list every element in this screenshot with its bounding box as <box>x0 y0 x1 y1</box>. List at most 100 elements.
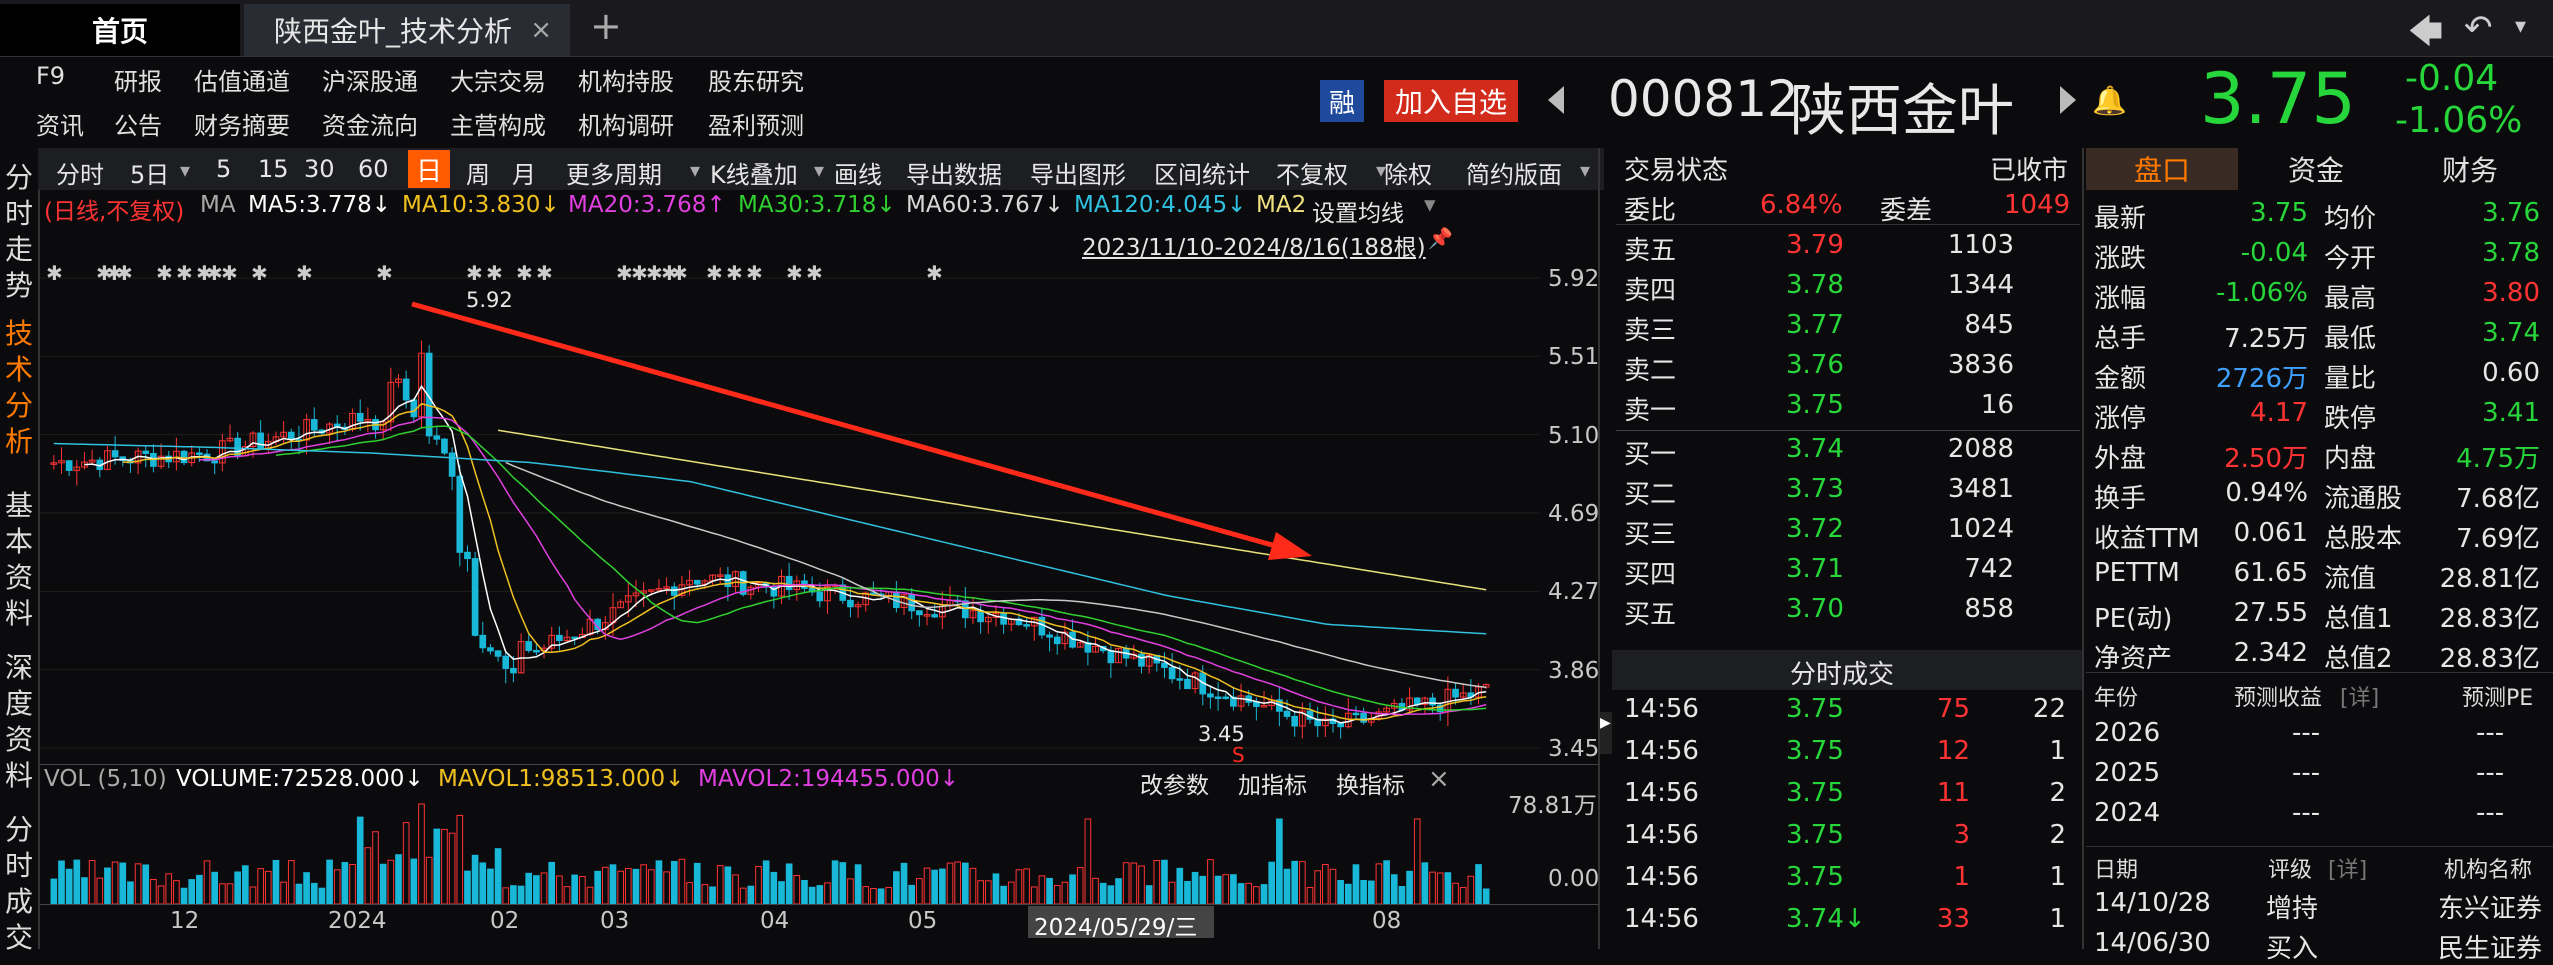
ob-level-label: 卖五 <box>1624 236 1677 266</box>
menu-item[interactable]: 机构持股 <box>578 68 674 96</box>
volume-bar <box>525 872 533 904</box>
add-indicator-button[interactable]: 加指标 <box>1238 773 1307 799</box>
volume-bar <box>211 871 219 904</box>
volume-bar <box>877 888 885 904</box>
metric-value: 3.75 <box>2250 198 2308 228</box>
chart-toolbar-item[interactable]: K线叠加 <box>710 161 798 189</box>
metric-value: 7.68亿 <box>2456 484 2540 514</box>
add-favorite-button[interactable]: 加入自选 <box>1384 80 1518 122</box>
tab-order-panel[interactable]: 盘口 <box>2086 148 2238 190</box>
chart-toolbar-item[interactable]: 60 <box>358 155 389 183</box>
tab-capital[interactable]: 资金 <box>2287 154 2344 187</box>
left-nav-technical[interactable]: 技术分析 <box>4 317 33 458</box>
trend-arrow-head <box>1268 532 1312 560</box>
tab-technical-analysis[interactable]: 陕西金叶_技术分析 × <box>244 4 570 56</box>
volume-bar <box>908 884 916 904</box>
left-nav-depth[interactable]: 深度资料 <box>4 651 33 792</box>
candle-body <box>73 466 81 471</box>
volume-bar <box>1406 870 1413 904</box>
volume-bar <box>165 873 173 904</box>
dropdown-arrow-icon[interactable]: ▾ <box>1580 158 1591 182</box>
x-axis-label: 12 <box>170 908 200 934</box>
tab-finance[interactable]: 财务 <box>2441 154 2498 187</box>
dropdown-arrow-icon[interactable]: ▾ <box>814 158 825 182</box>
chart-toolbar-item[interactable]: 分时 <box>56 161 104 189</box>
ma-settings-arrow-icon[interactable]: ▾ <box>1424 192 1436 218</box>
chart-toolbar-item[interactable]: 月 <box>512 161 536 189</box>
volume-bar <box>203 860 211 904</box>
event-star-icon: ✱ <box>116 261 133 285</box>
ma-settings-button[interactable]: 设置均线 <box>1306 194 1410 228</box>
left-nav-intraday[interactable]: 分时走势 <box>4 161 33 302</box>
rating-header[interactable]: [详] <box>2328 858 2368 883</box>
dropdown-arrow-icon[interactable]: ▾ <box>180 158 191 182</box>
dropdown-arrow-icon[interactable]: ▾ <box>1376 158 1387 182</box>
volume-bar <box>862 886 870 904</box>
undo-icon[interactable]: ↶ <box>2464 8 2493 48</box>
menu-item[interactable]: 财务摘要 <box>194 112 290 140</box>
metric-label: 最低 <box>2324 324 2377 354</box>
menu-item[interactable]: 研报 <box>114 68 162 96</box>
chart-toolbar-item[interactable]: 5日 <box>130 161 170 189</box>
swap-indicator-button[interactable]: 换指标 <box>1336 773 1405 799</box>
dropdown-arrow-icon[interactable]: ▾ <box>690 158 701 182</box>
chart-toolbar-item[interactable]: 导出数据 <box>906 161 1002 189</box>
volume-bar <box>326 859 333 904</box>
menu-item[interactable]: 股东研究 <box>708 68 804 96</box>
event-star-icon: ✱ <box>786 261 803 285</box>
chart-toolbar-item[interactable]: 更多周期 <box>566 161 662 189</box>
volume-value: VOLUME:72528.000↓ <box>176 766 424 792</box>
margin-badge[interactable]: 融 <box>1320 80 1364 122</box>
event-star-icon: ✱ <box>466 261 483 285</box>
menu-item[interactable]: 估值通道 <box>194 68 290 96</box>
chart-toolbar-item[interactable]: 区间统计 <box>1154 161 1250 189</box>
back-arrow-icon[interactable]: 🡄 <box>2408 12 2444 52</box>
chart-toolbar-item[interactable]: 30 <box>304 155 335 183</box>
y-axis-label: 5.10 <box>1548 422 1600 449</box>
left-nav-trades[interactable]: 分时成交 <box>4 813 33 954</box>
chart-toolbar-item[interactable]: 画线 <box>834 161 882 189</box>
menu-item[interactable]: F9 <box>36 62 66 90</box>
forecast-header[interactable]: [详] <box>2340 686 2380 711</box>
chart-toolbar-item[interactable]: 除权 <box>1384 161 1432 189</box>
chart-toolbar-item[interactable]: 导出图形 <box>1030 161 1126 189</box>
menu-item[interactable]: 机构调研 <box>578 112 674 140</box>
tab-label: 陕西金叶_技术分析 <box>274 15 513 48</box>
menu-item[interactable]: 资讯 <box>36 112 84 140</box>
left-nav-basic[interactable]: 基本资料 <box>4 489 33 630</box>
ob-level-price: 3.75 <box>1786 390 1844 420</box>
menu-item[interactable]: 公告 <box>114 112 162 140</box>
volume-bar <box>387 859 395 904</box>
collapse-handle[interactable]: ▶ <box>1600 712 1612 754</box>
volume-bar <box>1153 860 1161 904</box>
menu-item[interactable]: 大宗交易 <box>450 68 546 96</box>
price-change: -0.04 <box>2405 58 2499 99</box>
chart-toolbar-item[interactable]: 周 <box>466 161 490 189</box>
menu-item[interactable]: 盈利预测 <box>708 112 804 140</box>
kline-chart[interactable]: ✱ ✱✱✱ ✱ ✱ ✱✱✱ ✱ ✱ ✱ ✱ ✱ ✱ ✱ ✱✱✱✱✱ ✱ ✱ ✱ ✱ ✱ ✱S <box>40 250 1598 770</box>
right-panel-border <box>2082 148 2084 949</box>
tab-home[interactable]: 首页 <box>0 4 240 56</box>
chart-toolbar-item[interactable]: 简约版面 <box>1466 161 1562 189</box>
trade-price: 3.75 <box>1786 736 1844 766</box>
next-stock-icon[interactable] <box>2060 86 2076 114</box>
add-tab-icon[interactable]: + <box>590 4 622 48</box>
period-day-button[interactable]: 日 <box>408 150 450 188</box>
volume-chart[interactable] <box>40 790 1540 904</box>
chart-toolbar-item[interactable]: 不复权 <box>1276 161 1348 189</box>
close-indicator-icon[interactable]: × <box>1428 764 1450 794</box>
menu-item[interactable]: 沪深股通 <box>322 68 418 96</box>
menu-item[interactable]: 主营构成 <box>450 112 546 140</box>
edit-params-button[interactable]: 改参数 <box>1140 773 1209 799</box>
chevron-down-icon[interactable]: ▾ <box>2515 14 2527 39</box>
chart-toolbar-item[interactable]: 15 <box>258 155 289 183</box>
bell-icon[interactable]: 🔔 <box>2092 84 2127 117</box>
menu-item[interactable]: 资金流向 <box>322 112 418 140</box>
prev-stock-icon[interactable] <box>1548 86 1564 114</box>
candle-body <box>961 600 969 619</box>
volume-bar <box>196 874 203 904</box>
tab-close-icon[interactable]: × <box>530 15 552 45</box>
pin-icon[interactable]: 📌 <box>1428 226 1453 250</box>
trade-price: 3.75 <box>1786 694 1844 724</box>
chart-toolbar-item[interactable]: 5 <box>216 155 232 183</box>
